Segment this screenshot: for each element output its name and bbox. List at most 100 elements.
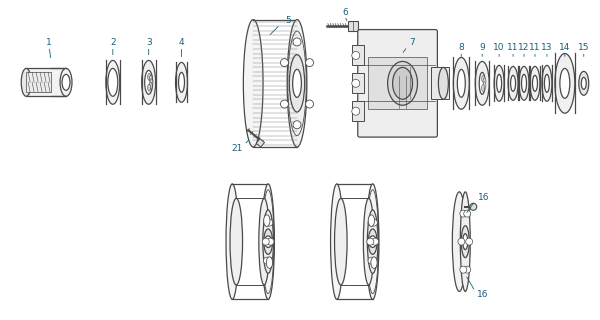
Text: 14: 14 — [559, 43, 571, 52]
Circle shape — [464, 266, 471, 273]
Text: 16: 16 — [476, 290, 488, 299]
Ellipse shape — [62, 74, 70, 90]
Ellipse shape — [179, 72, 185, 92]
Ellipse shape — [293, 69, 301, 97]
Ellipse shape — [149, 75, 152, 82]
Ellipse shape — [176, 62, 187, 102]
Ellipse shape — [579, 71, 589, 95]
Ellipse shape — [142, 60, 155, 104]
Circle shape — [370, 219, 377, 226]
Ellipse shape — [371, 257, 377, 268]
Bar — [352, 45, 364, 65]
Ellipse shape — [364, 198, 374, 285]
Ellipse shape — [392, 68, 413, 99]
Ellipse shape — [331, 184, 343, 300]
Ellipse shape — [106, 60, 120, 104]
Text: 15: 15 — [578, 43, 590, 52]
Ellipse shape — [479, 72, 485, 94]
Text: 11: 11 — [529, 43, 541, 52]
Text: 5: 5 — [285, 16, 291, 25]
Ellipse shape — [555, 53, 575, 113]
Ellipse shape — [149, 82, 152, 89]
Ellipse shape — [289, 55, 305, 112]
Text: 2: 2 — [110, 38, 116, 47]
Ellipse shape — [482, 84, 485, 92]
Bar — [368, 58, 427, 109]
Ellipse shape — [265, 236, 272, 247]
Ellipse shape — [508, 67, 518, 100]
Circle shape — [305, 59, 314, 67]
Bar — [352, 101, 364, 121]
Circle shape — [371, 238, 379, 245]
Bar — [26, 72, 51, 92]
Ellipse shape — [368, 215, 374, 227]
Ellipse shape — [244, 20, 263, 147]
Ellipse shape — [388, 61, 418, 105]
Text: 3: 3 — [146, 38, 152, 47]
Ellipse shape — [494, 65, 504, 101]
Ellipse shape — [266, 257, 272, 268]
Ellipse shape — [148, 74, 151, 80]
Ellipse shape — [452, 192, 466, 292]
Text: 13: 13 — [541, 43, 553, 52]
Circle shape — [370, 257, 377, 264]
Circle shape — [460, 210, 467, 217]
Ellipse shape — [457, 69, 465, 97]
Ellipse shape — [367, 210, 378, 273]
FancyBboxPatch shape — [358, 29, 437, 137]
Ellipse shape — [460, 192, 470, 292]
Ellipse shape — [368, 229, 377, 254]
Text: 11: 11 — [508, 43, 519, 52]
Ellipse shape — [263, 210, 274, 273]
Ellipse shape — [150, 79, 153, 86]
Ellipse shape — [475, 61, 489, 105]
Ellipse shape — [145, 70, 152, 94]
Circle shape — [464, 210, 471, 217]
Bar — [431, 68, 449, 99]
Circle shape — [266, 257, 273, 264]
Ellipse shape — [511, 76, 515, 91]
Circle shape — [280, 59, 289, 67]
Text: 16: 16 — [478, 193, 490, 202]
Ellipse shape — [439, 68, 448, 99]
Ellipse shape — [226, 184, 239, 300]
Bar — [348, 20, 358, 31]
Ellipse shape — [532, 76, 538, 91]
Ellipse shape — [461, 226, 469, 258]
Circle shape — [263, 219, 271, 226]
Circle shape — [293, 121, 301, 129]
Text: 7: 7 — [410, 38, 415, 47]
Circle shape — [305, 100, 314, 108]
Ellipse shape — [521, 74, 527, 92]
Circle shape — [293, 38, 301, 46]
Bar — [352, 73, 364, 93]
Text: 12: 12 — [518, 43, 530, 52]
Ellipse shape — [60, 68, 72, 96]
Ellipse shape — [454, 58, 469, 109]
Bar — [256, 139, 265, 147]
Circle shape — [263, 257, 271, 264]
Text: 21: 21 — [232, 144, 243, 153]
Ellipse shape — [369, 236, 376, 247]
Circle shape — [460, 266, 467, 273]
Ellipse shape — [530, 67, 540, 100]
Ellipse shape — [287, 20, 307, 147]
Ellipse shape — [335, 198, 347, 285]
Circle shape — [267, 238, 274, 245]
Text: 9: 9 — [479, 43, 485, 52]
Ellipse shape — [108, 68, 118, 96]
Circle shape — [458, 238, 465, 245]
Ellipse shape — [259, 198, 269, 285]
Ellipse shape — [483, 82, 486, 89]
Ellipse shape — [262, 184, 274, 300]
Circle shape — [352, 107, 360, 115]
Circle shape — [352, 79, 360, 87]
Ellipse shape — [263, 215, 270, 227]
Ellipse shape — [544, 74, 550, 92]
Circle shape — [352, 52, 360, 60]
Text: 1: 1 — [46, 38, 52, 47]
Ellipse shape — [21, 68, 31, 96]
Ellipse shape — [463, 234, 468, 250]
Text: 6: 6 — [342, 8, 347, 17]
Circle shape — [466, 238, 473, 245]
